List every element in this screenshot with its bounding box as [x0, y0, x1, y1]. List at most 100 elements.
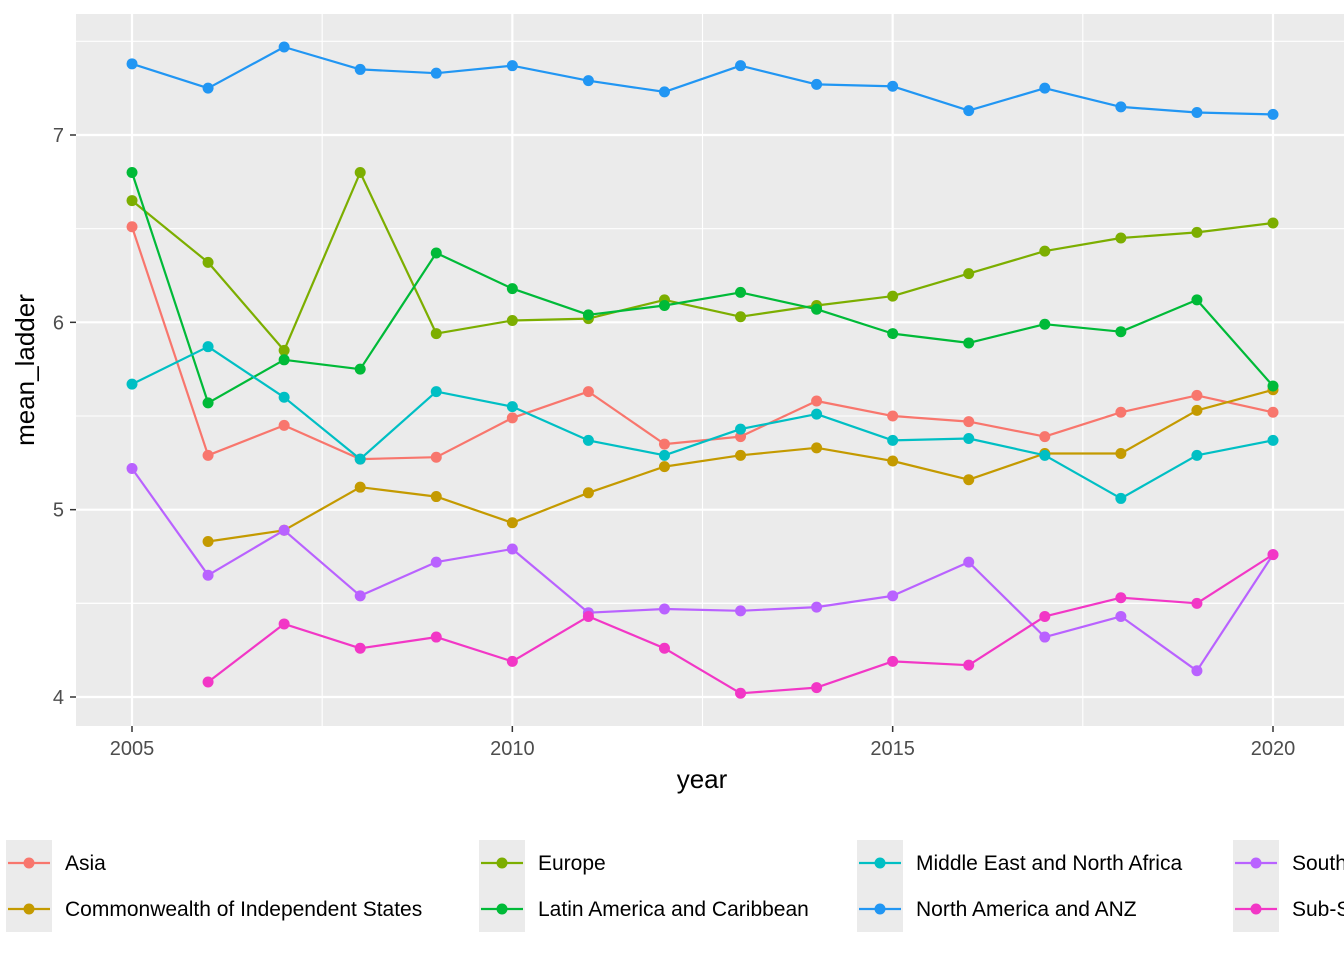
data-point [278, 344, 290, 356]
data-point [202, 676, 214, 688]
x-tick-label: 2020 [1251, 738, 1296, 760]
legend-key-point [1250, 857, 1262, 869]
legend-item: Commonwealth of Independent States [6, 886, 422, 932]
data-point [963, 268, 975, 280]
data-point [202, 569, 214, 581]
legend-label: Sub-Saharan Africa [1292, 898, 1344, 921]
legend-item: South Asia [1233, 840, 1344, 886]
data-point [811, 408, 823, 420]
data-point [202, 341, 214, 353]
data-point [658, 603, 670, 615]
data-point [887, 590, 899, 602]
data-point [354, 166, 366, 178]
data-point [1267, 549, 1279, 561]
data-point [506, 655, 518, 667]
data-point [887, 80, 899, 92]
data-point [1039, 431, 1051, 443]
data-point [1115, 232, 1127, 244]
data-point [278, 41, 290, 53]
data-point [658, 86, 670, 98]
x-tick-label: 2005 [110, 738, 155, 760]
data-point [354, 642, 366, 654]
grid-major [76, 14, 1344, 726]
legend-label: Commonwealth of Independent States [65, 898, 422, 921]
data-point [506, 283, 518, 295]
data-point [963, 432, 975, 444]
data-point [735, 286, 747, 298]
data-point [1115, 610, 1127, 622]
data-point [1267, 108, 1279, 120]
data-point [963, 474, 975, 486]
data-point [963, 416, 975, 428]
data-point [430, 386, 442, 398]
data-point [278, 419, 290, 431]
legend-item: North America and ANZ [857, 886, 1137, 932]
data-point [126, 378, 138, 390]
series-latin-america-and-caribbean [126, 166, 1279, 409]
data-point [963, 105, 975, 117]
data-point [506, 412, 518, 424]
data-point [1267, 406, 1279, 418]
data-point [887, 455, 899, 467]
legend-label: South Asia [1292, 852, 1344, 875]
data-point [506, 401, 518, 413]
data-point [1267, 380, 1279, 392]
legend-item: Asia [6, 840, 106, 886]
data-point [506, 60, 518, 72]
data-point [430, 556, 442, 568]
legend-label: Middle East and North Africa [916, 852, 1182, 875]
data-point [1039, 449, 1051, 461]
data-point [963, 659, 975, 671]
series-line [131, 345, 1274, 500]
legend-item: Sub-Saharan Africa [1233, 886, 1344, 932]
data-point [202, 82, 214, 94]
data-point [278, 524, 290, 536]
legend-key-point [496, 857, 508, 869]
series-line [130, 172, 1274, 404]
data-point [735, 423, 747, 435]
data-point [126, 221, 138, 233]
x-tick-label: 2015 [870, 738, 915, 760]
data-point [126, 58, 138, 70]
x-axis-title: year [677, 764, 728, 794]
y-axis: 4 5 6 7 [53, 125, 76, 709]
legend-label: North America and ANZ [916, 898, 1137, 921]
legend-label: Europe [538, 852, 606, 875]
data-point [658, 299, 670, 311]
data-point [811, 601, 823, 613]
data-point [506, 517, 518, 529]
data-point [887, 655, 899, 667]
data-point [887, 410, 899, 422]
data-point [430, 67, 442, 79]
data-point [811, 682, 823, 694]
data-point [1115, 326, 1127, 338]
data-point [202, 449, 214, 461]
data-point [430, 631, 442, 643]
data-point [1191, 449, 1203, 461]
data-point [354, 590, 366, 602]
data-point [506, 543, 518, 555]
data-point [811, 303, 823, 315]
data-point [582, 75, 594, 87]
series-north-america-and-anz [126, 41, 1279, 120]
data-point [735, 449, 747, 461]
series-line [131, 171, 1274, 352]
legend: Asia Commonwealth of Independent States Eu… [6, 840, 1344, 932]
data-point [202, 536, 214, 548]
legend-key-point [874, 857, 886, 869]
data-point [1039, 318, 1051, 330]
data-point [582, 434, 594, 446]
data-point [1191, 226, 1203, 238]
legend-key-point [23, 857, 35, 869]
data-point [354, 63, 366, 75]
y-tick-label: 7 [53, 125, 64, 147]
data-point [1115, 101, 1127, 113]
data-point [506, 314, 518, 326]
data-point [1039, 82, 1051, 94]
plot-panel [76, 14, 1344, 726]
legend-key-point [874, 903, 886, 915]
data-point [354, 363, 366, 375]
data-point [1115, 592, 1127, 604]
y-tick-label: 5 [53, 500, 64, 522]
